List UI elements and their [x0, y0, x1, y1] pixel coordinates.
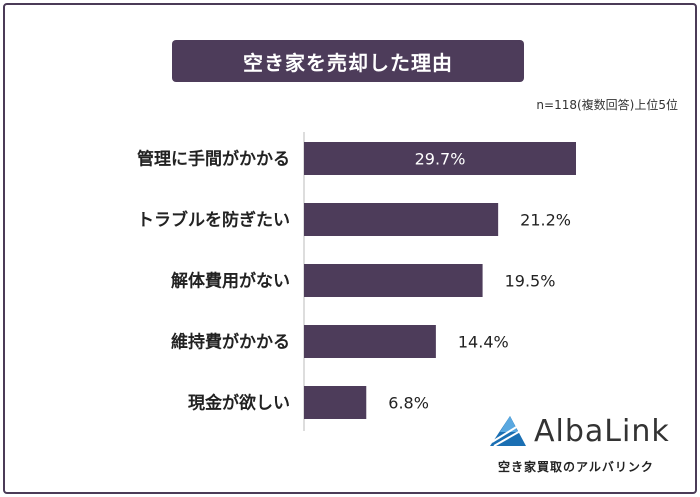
bar-0 — [304, 142, 576, 175]
logo-mark-icon — [490, 416, 526, 447]
logo-wordmark: AlbaLink — [534, 414, 670, 449]
category-label-1: トラブルを防ぎたい — [137, 210, 290, 231]
sample-note: n=118(複数回答)上位5位 — [536, 98, 678, 112]
logo-tagline: 空き家買取のアルバリンク — [498, 460, 654, 474]
category-label-2: 解体費用がない — [171, 271, 290, 292]
chart-title: 空き家を売却した理由 — [172, 40, 524, 82]
category-label-0: 管理に手間がかかる — [137, 149, 290, 170]
bar-2 — [304, 264, 483, 297]
category-label-3: 維持費がかかる — [171, 332, 290, 353]
bar-3 — [304, 325, 436, 358]
value-label-0: 29.7% — [415, 150, 466, 169]
value-label-1: 21.2% — [520, 211, 571, 230]
value-label-2: 19.5% — [505, 272, 556, 291]
value-label-4: 6.8% — [388, 394, 429, 413]
value-label-3: 14.4% — [458, 333, 509, 352]
bar-1 — [304, 203, 499, 236]
albalink-logo: AlbaLink 空き家買取のアルバリンク — [488, 412, 678, 482]
category-label-4: 現金が欲しい — [188, 393, 290, 414]
bar-4 — [304, 386, 367, 419]
